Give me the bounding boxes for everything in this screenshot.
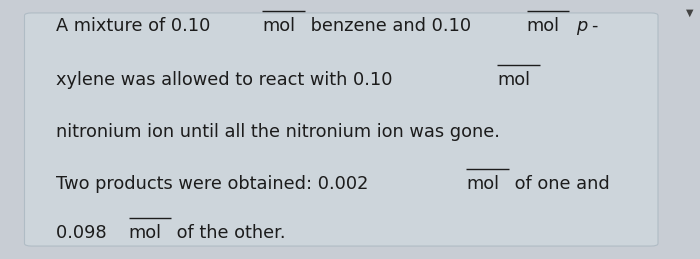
Text: 0.098: 0.098 [56, 224, 112, 242]
Text: Two products were obtained: 0.002: Two products were obtained: 0.002 [56, 175, 374, 193]
Text: ▼: ▼ [685, 8, 693, 18]
Text: nitronium ion until all the nitronium ion was gone.: nitronium ion until all the nitronium io… [56, 123, 500, 141]
FancyBboxPatch shape [25, 13, 658, 246]
Text: A mixture of 0.10: A mixture of 0.10 [56, 17, 216, 35]
Text: of the other.: of the other. [172, 224, 286, 242]
Text: xylene was allowed to react with 0.10: xylene was allowed to react with 0.10 [56, 71, 398, 89]
Text: benzene and 0.10: benzene and 0.10 [305, 17, 477, 35]
Text: of one and: of one and [509, 175, 610, 193]
Text: mol: mol [466, 175, 499, 193]
Text: mol: mol [526, 17, 559, 35]
Text: p: p [577, 17, 588, 35]
Text: -: - [591, 17, 597, 35]
Text: mol: mol [262, 17, 295, 35]
Text: mol: mol [498, 71, 531, 89]
Text: mol: mol [129, 224, 162, 242]
